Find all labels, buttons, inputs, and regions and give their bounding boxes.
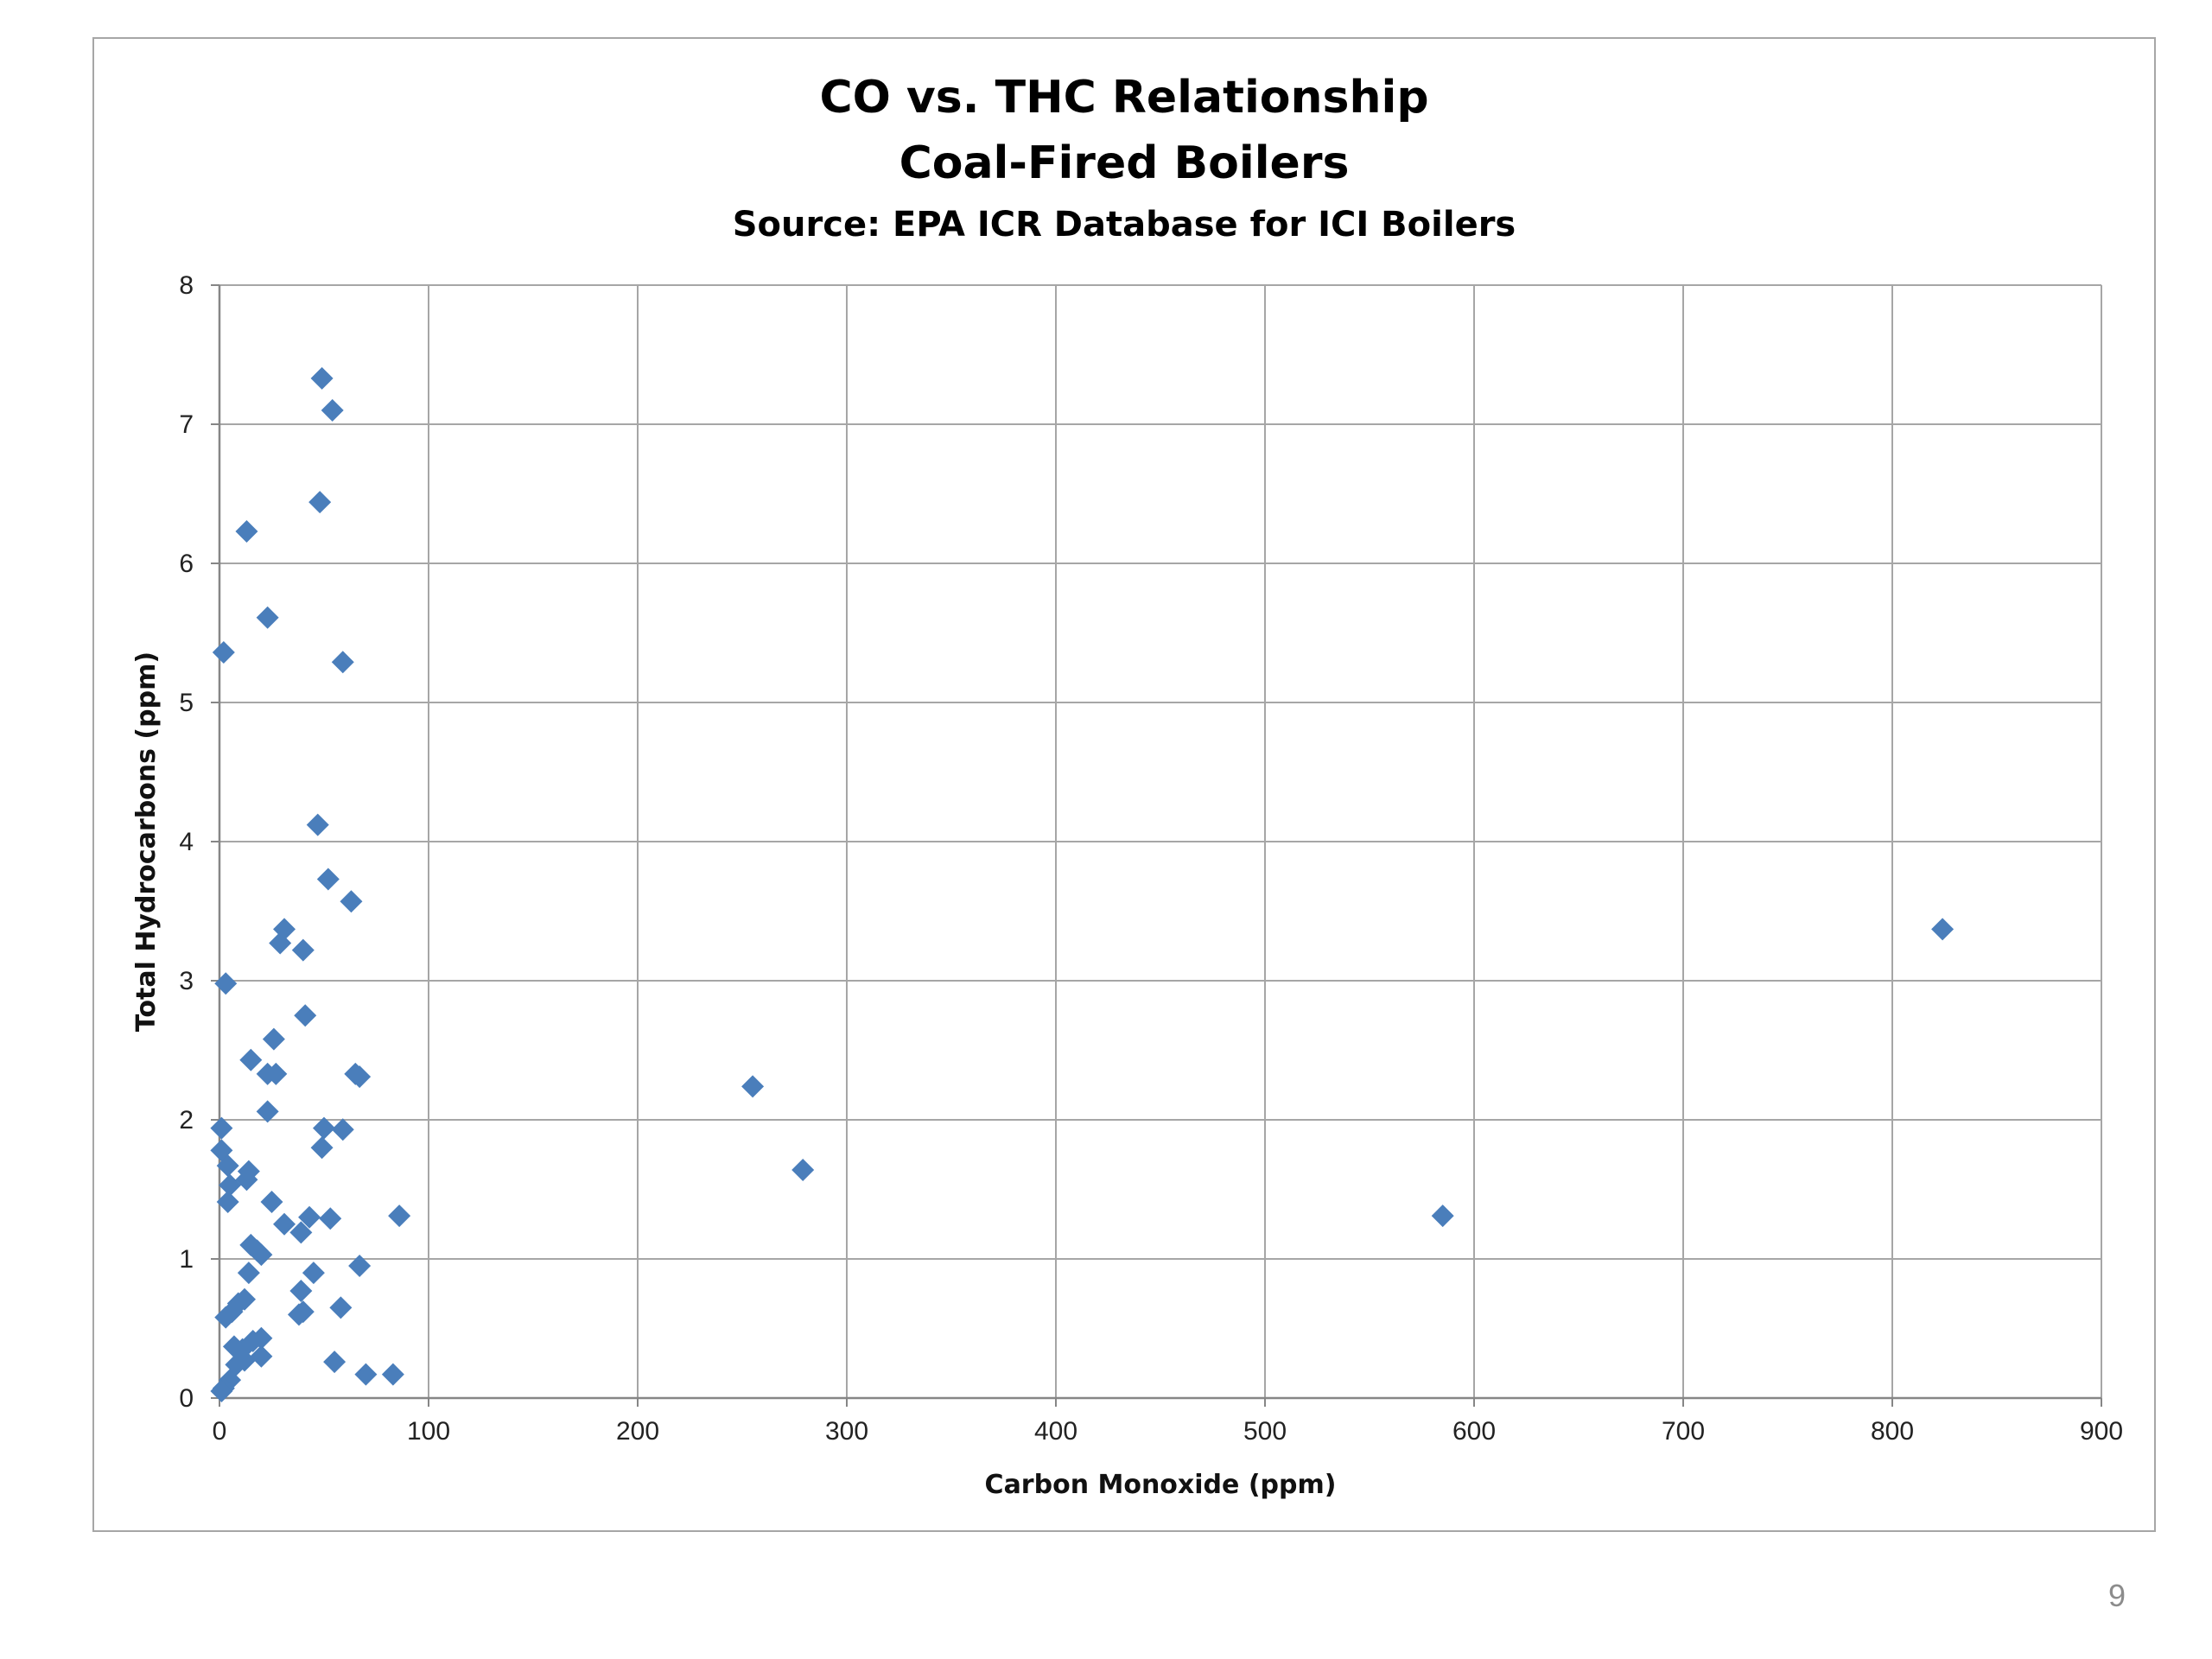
y-axis-title: Total Hydrocarbons (ppm) (131, 652, 162, 1032)
data-point (239, 1048, 263, 1071)
data-point (316, 868, 340, 891)
data-point (310, 1136, 334, 1160)
data-point (323, 1351, 346, 1374)
data-point (219, 1173, 242, 1197)
y-tick-label: 4 (179, 828, 194, 856)
page-number: 9 (2107, 1578, 2126, 1613)
y-tick-label: 3 (179, 967, 194, 995)
data-point (298, 1205, 321, 1229)
tick-label-layer: 0 100 200 300 400 500 600 700 800 900 0 1 2 3 4 5 6 7 8 (179, 271, 2123, 1446)
data-point (233, 1349, 257, 1372)
data-point (289, 1280, 313, 1303)
data-point (1431, 1205, 1454, 1228)
data-point (331, 1118, 354, 1141)
data-point (212, 641, 235, 664)
data-point (340, 890, 363, 913)
data-point (294, 1004, 317, 1027)
data-point (216, 1154, 239, 1178)
x-axis-title: Carbon Monoxide (ppm) (985, 1470, 1337, 1500)
x-tick-label: 600 (1452, 1417, 1496, 1446)
data-point-layer (210, 366, 1955, 1402)
data-point (308, 491, 332, 514)
data-point (262, 1027, 285, 1051)
data-point (310, 366, 334, 390)
data-point (269, 931, 292, 955)
data-point (214, 1306, 238, 1329)
data-point (216, 1190, 239, 1213)
data-point (237, 1262, 260, 1285)
data-point (291, 1300, 315, 1324)
data-point (214, 972, 238, 995)
data-point (329, 1296, 353, 1319)
chart-title-line-2: Coal-Fired Boilers (899, 137, 1350, 189)
x-tick-label: 400 (1034, 1417, 1077, 1446)
data-point (354, 1363, 378, 1386)
x-tick-label: 100 (407, 1417, 450, 1446)
x-tick-label: 0 (213, 1417, 227, 1446)
data-point (348, 1255, 372, 1278)
data-point (741, 1075, 765, 1098)
data-point (331, 651, 354, 674)
data-point (348, 1065, 372, 1089)
data-point (388, 1205, 411, 1228)
x-tick-label: 200 (616, 1417, 659, 1446)
chart-frame: CO vs. THC Relationship Coal-Fired Boile… (92, 37, 2156, 1532)
data-point (210, 1379, 233, 1402)
data-point (250, 1243, 273, 1267)
data-point (1931, 918, 1955, 941)
x-tick-label: 800 (1871, 1417, 1914, 1446)
data-point (791, 1158, 815, 1181)
y-tick-label: 6 (179, 550, 194, 578)
data-point (225, 1353, 248, 1376)
data-point (264, 1062, 288, 1085)
y-tick-label: 5 (179, 689, 194, 717)
data-point (321, 398, 344, 422)
x-tick-label: 900 (2080, 1417, 2123, 1446)
data-point (260, 1190, 283, 1213)
data-point (306, 813, 329, 836)
chart-title-block: CO vs. THC Relationship Coal-Fired Boile… (94, 65, 2154, 253)
y-tick-label: 1 (179, 1245, 194, 1274)
data-point (381, 1363, 404, 1386)
data-point (319, 1207, 342, 1230)
data-point (289, 1221, 313, 1244)
data-point (250, 1344, 273, 1368)
x-tick-label: 300 (825, 1417, 868, 1446)
data-point (291, 938, 315, 962)
data-point (256, 606, 279, 629)
chart-subtitle: Source: EPA ICR Database for ICI Boilers (732, 205, 1516, 245)
axis-layer (211, 284, 2102, 1407)
data-point (313, 1116, 335, 1140)
x-tick-label: 500 (1243, 1417, 1287, 1446)
data-point (256, 1100, 279, 1123)
y-tick-label: 0 (179, 1384, 194, 1413)
scatter-plot: 0 100 200 300 400 500 600 700 800 900 0 1 2 3 4 5 6 7 8 Ca… (131, 271, 2123, 1500)
y-tick-label: 7 (179, 410, 194, 439)
data-point (235, 519, 258, 543)
data-point (273, 1212, 296, 1236)
y-tick-label: 8 (179, 271, 194, 300)
data-point (210, 1116, 233, 1140)
chart-title-line-1: CO vs. THC Relationship (819, 72, 1429, 124)
y-tick-label: 2 (179, 1106, 194, 1135)
data-point (302, 1262, 325, 1285)
x-tick-label: 700 (1662, 1417, 1705, 1446)
grid-layer (219, 284, 2102, 1399)
